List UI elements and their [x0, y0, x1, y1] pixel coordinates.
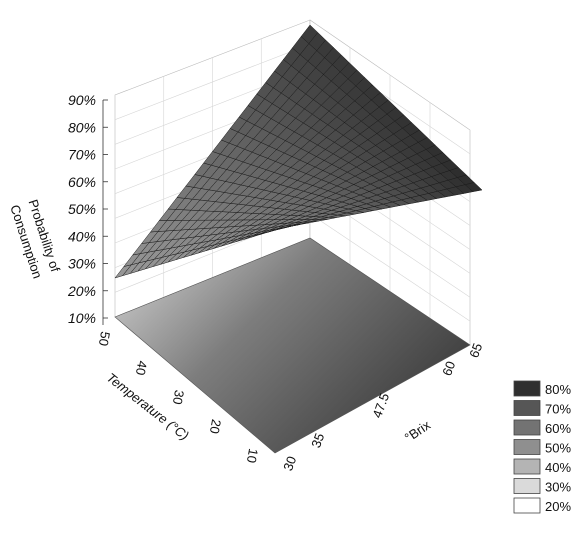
x-axis-label: Temperature (°C): [104, 370, 192, 443]
z-tick-label: 80%: [68, 119, 96, 135]
z-tick-label: 10%: [68, 310, 96, 326]
z-tick-label: 70%: [68, 147, 96, 163]
response-surface: [114, 24, 483, 279]
x-tick-label: 50: [96, 330, 113, 347]
legend-label: 40%: [545, 460, 571, 475]
legend-label: 50%: [545, 441, 571, 456]
y-tick-label: 65: [466, 341, 485, 360]
z-tick-label: 50%: [68, 201, 96, 217]
x-tick-label: 10: [244, 447, 261, 464]
legend-swatch: [513, 419, 541, 436]
z-tick-label: 90%: [68, 92, 96, 108]
legend-label: 20%: [545, 499, 571, 514]
legend-swatch: [513, 380, 541, 397]
contour-floor: [114, 237, 471, 454]
legend-swatch: [513, 400, 541, 416]
legend-label: 60%: [545, 421, 571, 436]
y-tick-label: 60: [439, 359, 458, 378]
z-tick-label: 60%: [68, 174, 96, 190]
legend-label: 30%: [545, 480, 571, 495]
y-axis-label: °Brix: [402, 417, 434, 445]
y-tick-label: 35: [308, 431, 327, 450]
x-tick-label: 40: [133, 360, 150, 377]
legend-swatch: [513, 478, 541, 494]
x-tick-label: 30: [170, 389, 187, 406]
z-tick-label: 20%: [67, 283, 96, 299]
legend-label: 70%: [545, 402, 571, 417]
legend: 80% 70% 60% 50% 40% 30% 20%: [513, 380, 571, 514]
z-tick-label: 30%: [68, 256, 96, 272]
z-axis: 10% 20% 30% 40% 50% 60% 70% 80% 90%: [67, 92, 108, 326]
x-tick-label: 20: [207, 418, 224, 435]
y-tick-label: 30: [280, 454, 299, 473]
legend-label: 80%: [545, 382, 571, 397]
legend-swatch: [513, 458, 541, 475]
x-axis-ticks: 50 40 30 20 10: [96, 330, 261, 464]
legend-swatch: [513, 497, 541, 514]
legend-swatch: [513, 439, 541, 455]
z-tick-label: 40%: [68, 228, 96, 244]
